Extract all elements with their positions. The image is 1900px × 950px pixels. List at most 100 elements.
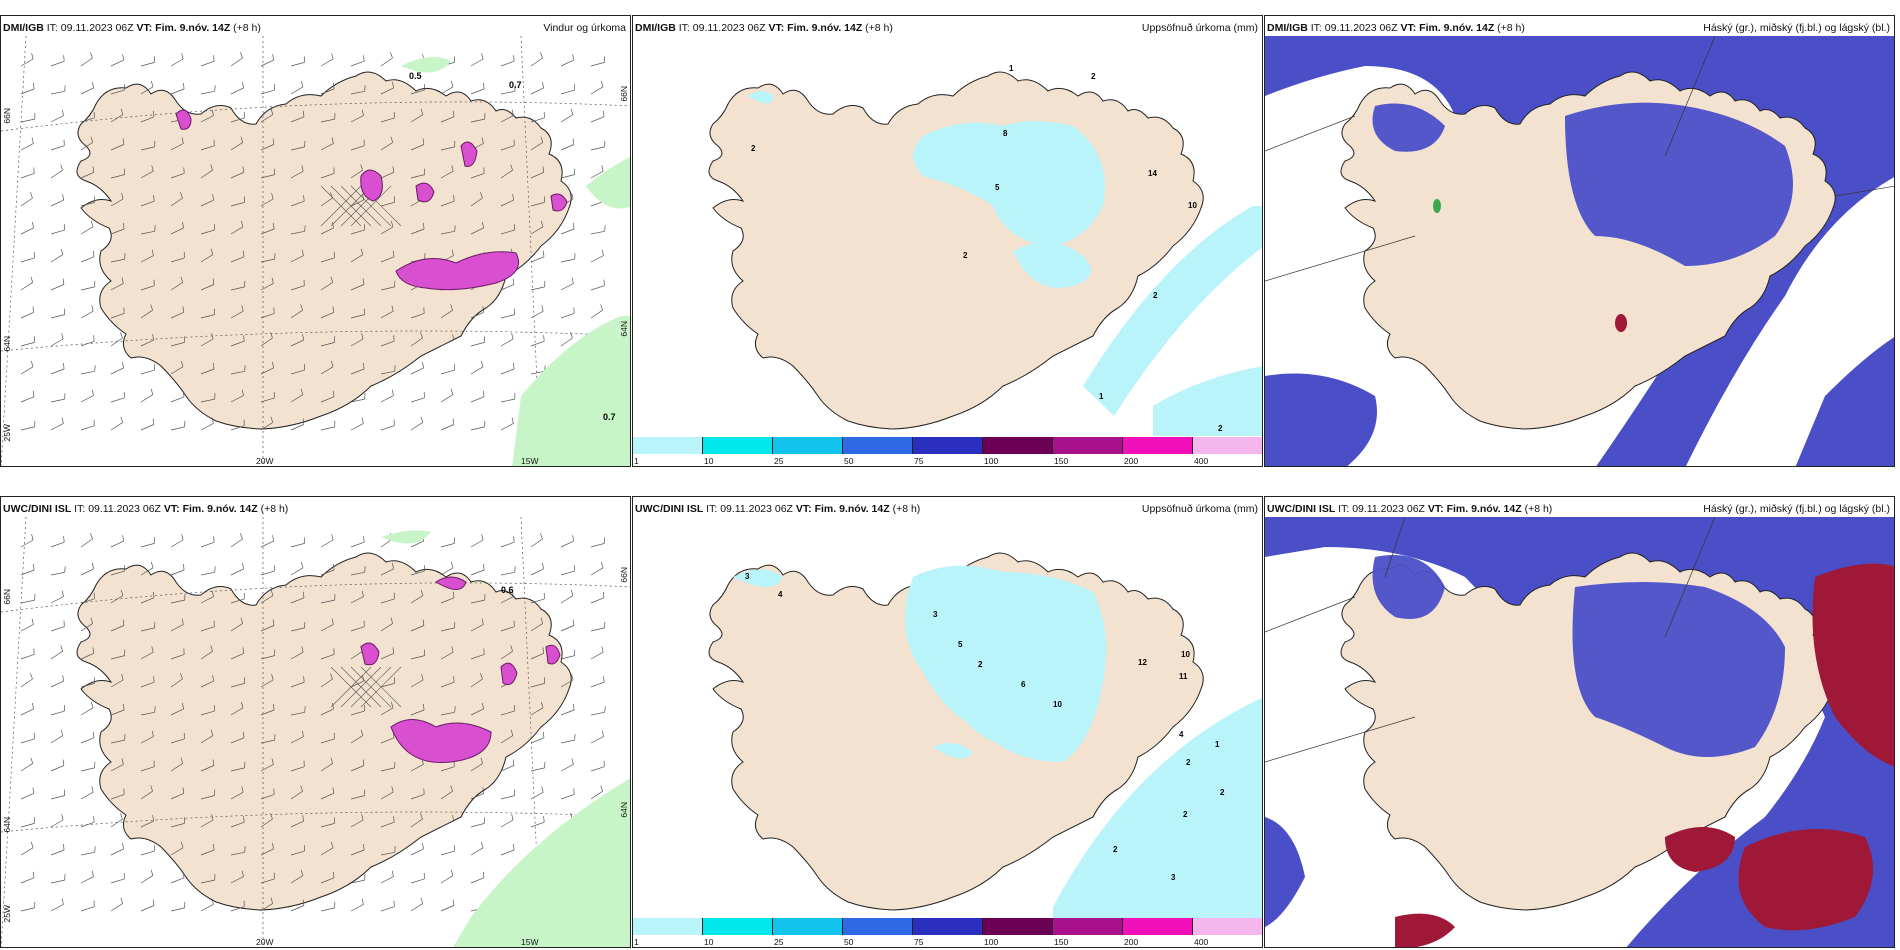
wind-barb bbox=[140, 86, 154, 95]
wind-barb bbox=[560, 794, 575, 800]
wind-barb bbox=[110, 709, 125, 716]
wind-barb bbox=[170, 58, 184, 67]
wind-barb-feather bbox=[152, 418, 155, 425]
wind-barb bbox=[290, 86, 304, 95]
wind-barb-feather bbox=[31, 137, 34, 144]
wind-barb bbox=[170, 173, 185, 179]
wind-barb bbox=[560, 709, 575, 716]
value-label: 1 bbox=[1099, 392, 1104, 401]
wind-barb bbox=[320, 877, 335, 884]
value-label: 3 bbox=[933, 610, 938, 619]
wind-barb bbox=[80, 598, 95, 604]
wind-barb-feather bbox=[512, 278, 515, 285]
wind-barb bbox=[500, 284, 515, 291]
wind-barb-feather bbox=[542, 166, 545, 173]
wind-barb-feather bbox=[60, 645, 63, 652]
wind-barb-feather bbox=[61, 898, 64, 905]
colorbar-label: 10 bbox=[704, 456, 714, 466]
wind-barb bbox=[20, 257, 35, 263]
wind-barb bbox=[20, 342, 35, 347]
wind-barb-feather bbox=[120, 897, 124, 904]
wind-barb bbox=[350, 199, 364, 207]
wind-barb bbox=[470, 88, 485, 95]
wind-barb bbox=[290, 790, 303, 800]
wind-barb bbox=[470, 823, 485, 828]
lat-label-left: 64N bbox=[2, 336, 12, 352]
wind-barb bbox=[260, 848, 274, 856]
wind-barb bbox=[320, 118, 335, 123]
wind-barb bbox=[380, 395, 394, 403]
wind-barb-feather bbox=[304, 706, 306, 713]
wind-barb bbox=[20, 847, 34, 856]
wind-barb bbox=[290, 230, 305, 235]
wind-barb bbox=[260, 174, 275, 179]
wind-barb bbox=[440, 86, 454, 95]
it-label: IT: bbox=[74, 503, 86, 515]
wind-barb bbox=[440, 905, 455, 912]
wind-barb-feather bbox=[91, 786, 94, 793]
wind-barb bbox=[320, 678, 333, 688]
wind-barb bbox=[470, 569, 485, 576]
wind-barb-feather bbox=[570, 332, 573, 339]
hatch-precip bbox=[330, 666, 402, 708]
wind-barb-feather bbox=[394, 846, 396, 853]
wind-barb-feather bbox=[90, 533, 93, 540]
wind-barb bbox=[380, 256, 395, 263]
wind-barb bbox=[380, 142, 393, 151]
value-label: 2 bbox=[963, 251, 968, 260]
wind-barb-feather bbox=[450, 388, 454, 395]
wind-barb bbox=[470, 599, 485, 604]
wind-barb bbox=[230, 623, 243, 632]
wind-barb bbox=[260, 313, 275, 319]
wind-barb bbox=[560, 739, 575, 744]
wind-barb-feather bbox=[213, 843, 215, 851]
wind-barb bbox=[140, 285, 155, 291]
wind-barb bbox=[140, 255, 154, 263]
wind-barb bbox=[560, 570, 575, 576]
wind-barb bbox=[50, 284, 65, 291]
wind-barb bbox=[410, 595, 424, 604]
wind-barb-feather bbox=[122, 619, 125, 626]
wind-barb-feather bbox=[123, 222, 125, 230]
wind-barb bbox=[350, 145, 365, 151]
wind-barb bbox=[170, 823, 185, 828]
wind-barb-feather bbox=[90, 617, 94, 624]
wind-barb-feather bbox=[120, 589, 124, 596]
value-label: 6 bbox=[1021, 680, 1026, 689]
wind-barb bbox=[140, 339, 154, 347]
wind-barb-feather bbox=[152, 334, 155, 341]
wind-barb-feather bbox=[452, 899, 455, 906]
wind-barb bbox=[20, 426, 35, 431]
wind-barb-feather bbox=[301, 165, 304, 172]
model-name: DMI/IGB bbox=[3, 22, 44, 34]
wind-barb bbox=[200, 596, 214, 604]
wind-barb-feather bbox=[64, 85, 66, 92]
wind-barb bbox=[530, 310, 544, 319]
colorbar-swatch bbox=[913, 437, 983, 454]
wind-barb bbox=[140, 567, 154, 576]
wind-barb bbox=[170, 569, 185, 576]
wind-barb bbox=[470, 763, 483, 772]
wind-barb bbox=[350, 819, 364, 828]
wind-barb bbox=[440, 369, 455, 375]
lon-label-bottom: 20W bbox=[256, 937, 274, 947]
wind-barb bbox=[20, 599, 35, 604]
wind-barb bbox=[440, 766, 455, 772]
wind-barb bbox=[200, 735, 214, 744]
wind-barb bbox=[350, 571, 365, 576]
colorbar-swatch bbox=[773, 437, 843, 454]
cloud-mid bbox=[1615, 314, 1627, 332]
colorbar-label: 400 bbox=[1194, 937, 1209, 947]
wind-barb bbox=[500, 819, 514, 828]
wind-barb-feather bbox=[62, 278, 65, 285]
wind-barb bbox=[470, 366, 484, 375]
wind-barb-feather bbox=[63, 843, 65, 851]
wind-barb bbox=[170, 366, 184, 375]
wind-barb bbox=[50, 368, 65, 375]
wind-barb-feather bbox=[482, 871, 485, 878]
model-name: UWC/DINI ISL bbox=[635, 503, 704, 515]
wind-barb bbox=[170, 426, 185, 431]
wind-barb bbox=[470, 426, 485, 431]
wind-barb-feather bbox=[363, 843, 365, 851]
wind-precip-map: 0.6 bbox=[1, 517, 630, 947]
